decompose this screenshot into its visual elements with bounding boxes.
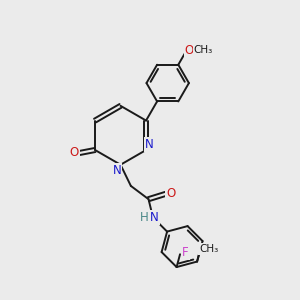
Text: H: H [140,211,149,224]
Text: F: F [182,246,189,259]
Text: CH₃: CH₃ [194,46,213,56]
Text: O: O [166,188,176,200]
Text: N: N [112,164,122,177]
Text: O: O [70,146,79,159]
Text: N: N [150,211,159,224]
Text: CH₃: CH₃ [199,244,218,254]
Text: N: N [145,138,154,151]
Text: O: O [184,44,194,57]
